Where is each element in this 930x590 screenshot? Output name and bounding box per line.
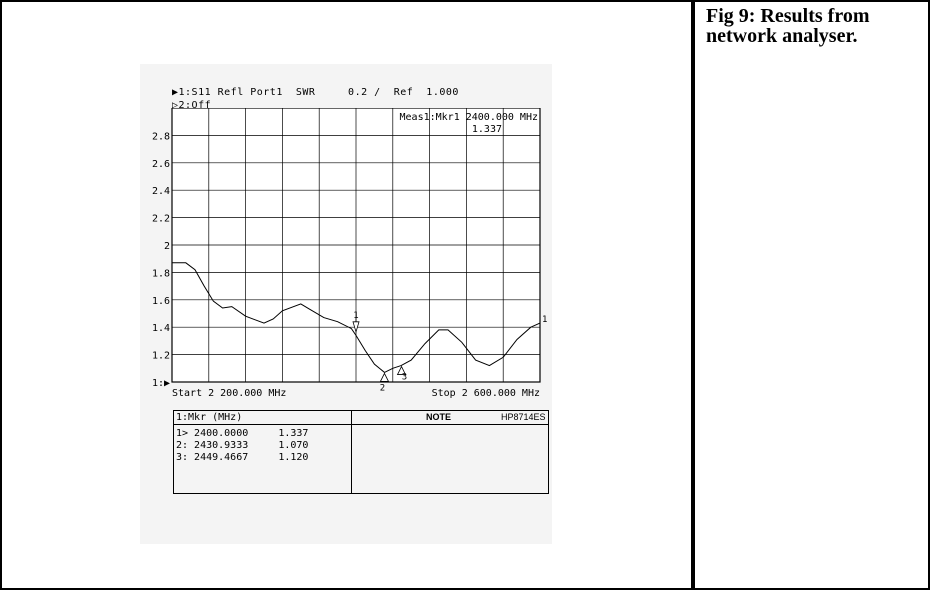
y-tick-label: 1:▶ [152,378,170,389]
marker-readout-value: 1.337 [472,124,502,135]
marker-row-3: 3: 2449.4667 1.120 [176,452,309,463]
x-start-label: Start 2 200.000 MHz [172,388,286,399]
y-tick-label: 2.8 [152,131,170,142]
y-tick-label: 1.6 [152,296,170,307]
instrument-model: HP8714ES [501,412,546,422]
y-tick-label: 2.4 [152,186,170,197]
note-header-line [352,424,548,425]
caption-frame [693,0,930,590]
swr-chart: 1:▶ 1.2 1.4 1.6 1.8 2 2.2 2.4 2.6 2.8 Start 2 200.… [152,108,547,399]
trace2-header: ▷2:Off [172,100,212,111]
marker-label: 1 [353,311,358,321]
table-header-line [174,424,351,425]
marker-readout-label: Meas1:Mkr1 2400.000 MHz [400,112,538,123]
figure-caption: Fig 9: Results from network analyser. [706,5,870,47]
marker-label: 3 [402,373,407,383]
table-divider [351,411,352,493]
y-tick-label: 2.2 [152,214,170,225]
marker-table-header: 1:Mkr (MHz) [176,412,243,423]
y-tick-label: 2.6 [152,159,170,170]
end-marker-label: 1 [542,315,547,325]
marker-label: 2 [380,383,385,393]
marker-triangle [379,372,390,382]
trace1-header: ▶1:S11 Refl Port1 SWR 0.2 / Ref 1.000 [172,87,459,98]
marker-table: 1:Mkr (MHz) 1> 2400.0000 1.337 2: 2430.9… [173,410,549,494]
marker-row-1: 1> 2400.0000 1.337 [176,428,309,439]
y-tick-label: 1.8 [152,268,170,279]
marker-triangle [396,365,407,375]
marker-row-2: 2: 2430.9333 1.070 [176,440,309,451]
swr-trace [172,262,541,373]
note-label: NOTE [426,412,452,422]
figure-frame [0,0,693,590]
column-divider [691,0,694,590]
y-tick-label: 1.2 [152,351,170,362]
y-tick-label: 2 [164,241,170,252]
x-stop-label: Stop 2 600.000 MHz [432,388,540,399]
y-tick-label: 1.4 [152,323,170,334]
